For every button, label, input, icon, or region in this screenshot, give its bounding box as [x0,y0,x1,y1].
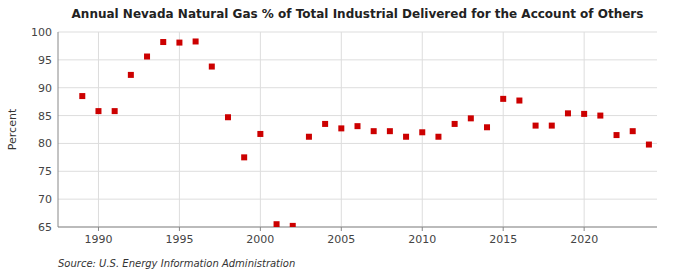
y-tick-label: 100 [31,26,52,39]
point [128,72,134,78]
y-tick-label: 95 [38,54,52,67]
x-grid-line [503,32,504,227]
point [193,38,199,44]
y-axis-label: Percent [6,108,19,150]
x-tick-label: 2010 [408,233,436,246]
y-tick-label: 75 [38,165,52,178]
chart-svg: Annual Nevada Natural Gas % of Total Ind… [0,0,675,275]
point [549,123,555,129]
point [597,113,603,119]
x-tick-label: 1990 [84,233,112,246]
point [209,64,215,70]
x-tick [341,227,342,231]
point [176,40,182,46]
point [484,124,490,130]
point [160,39,166,45]
point [257,131,263,137]
y-grid-line [58,227,657,228]
x-tick-label: 2015 [489,233,517,246]
x-grid-line [98,32,99,227]
point [614,132,620,138]
x-tick [260,227,261,231]
x-axis-line [58,227,657,228]
point [565,110,571,116]
point [322,121,328,127]
point [144,54,150,60]
y-tick-label: 70 [38,193,52,206]
y-tick-label: 65 [38,221,52,234]
point [290,223,296,227]
x-tick [503,227,504,231]
point [79,93,85,99]
x-tick [179,227,180,231]
y-grid-line [58,143,657,144]
point [241,154,247,160]
x-tick-label: 2000 [246,233,274,246]
x-grid-line [260,32,261,227]
point [581,111,587,117]
x-tick [98,227,99,231]
x-tick-label: 2005 [327,233,355,246]
point [225,114,231,120]
point [355,123,361,129]
point [387,128,393,134]
point [338,125,344,131]
y-axis-line [58,32,59,227]
y-grid-line [58,32,657,33]
point [95,108,101,114]
y-tick-label: 90 [38,82,52,95]
y-grid-line [58,199,657,200]
y-tick-label: 85 [38,110,52,123]
point [500,96,506,102]
point [533,123,539,129]
point [516,98,522,104]
x-tick [584,227,585,231]
point [419,129,425,135]
points [79,38,652,227]
x-tick-label: 2020 [570,233,598,246]
point [630,128,636,134]
x-grid-line [179,32,180,227]
x-tick-label: 1995 [165,233,193,246]
y-grid-line [58,87,657,88]
title: Annual Nevada Natural Gas % of Total Ind… [72,7,644,21]
point [371,128,377,134]
y-grid-line [58,171,657,172]
grid [58,32,657,227]
chart-container: Annual Nevada Natural Gas % of Total Ind… [0,0,675,275]
y-tick-label: 80 [38,137,52,150]
point [112,108,118,114]
point [403,134,409,140]
point [274,221,280,227]
point [468,115,474,121]
source-note: Source: U.S. Energy Information Administ… [58,258,295,269]
point [306,134,312,140]
point [452,121,458,127]
point [435,134,441,140]
x-grid-line [584,32,585,227]
x-tick [422,227,423,231]
point [646,142,652,148]
